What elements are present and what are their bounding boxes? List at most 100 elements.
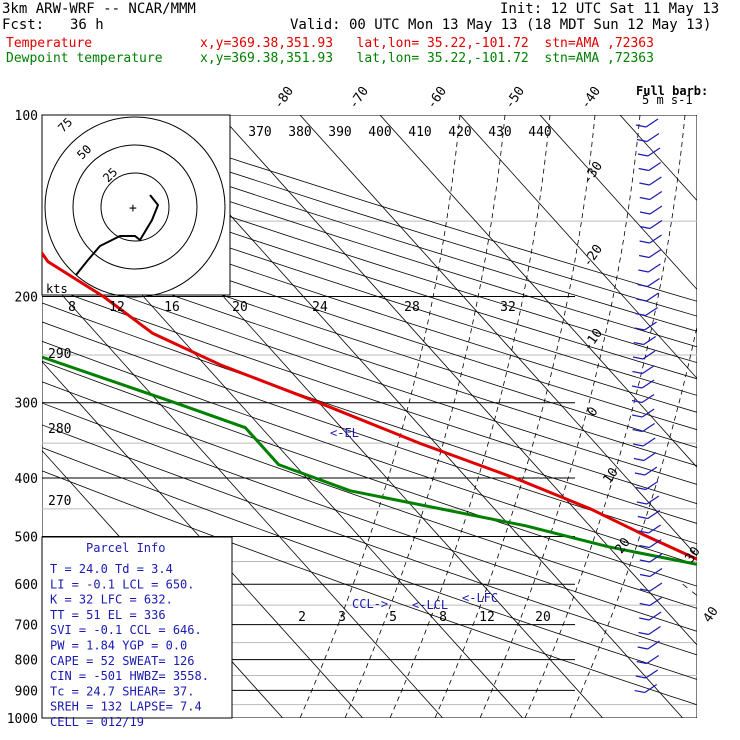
isotherm-line xyxy=(299,115,697,557)
wind-barb xyxy=(631,399,643,404)
mixing-ratio-label: 5 xyxy=(389,610,397,625)
init-time: Init: 12 UTC Sat 11 May 13 xyxy=(500,1,720,17)
wind-barb-flag xyxy=(647,510,661,519)
wind-barb xyxy=(637,283,648,288)
wind-barb xyxy=(631,385,643,389)
wind-barb-flag xyxy=(642,437,656,447)
dry-adiabat xyxy=(42,266,697,485)
parcel-info-row: SVI = -0.1 CCL = 646. xyxy=(50,623,202,637)
pressure-label: 1000 xyxy=(7,712,38,727)
mixing-ratio-label: 3 xyxy=(338,610,346,625)
wind-barb xyxy=(639,225,651,230)
isotherm-label: -30 xyxy=(580,159,606,187)
wind-barb xyxy=(633,341,644,346)
dry-adiabat xyxy=(42,152,697,364)
parcel-info-box: Parcel Info T = 24.0 Td = 3.4LI = -0.1 LC… xyxy=(41,536,233,729)
theta-left-label: 280 xyxy=(48,422,71,437)
parcel-info-row: Tc = 24.7 SHEAR= 37. xyxy=(50,684,195,698)
wind-barb xyxy=(639,211,651,215)
isotherm-line xyxy=(42,361,363,718)
parcel-info-title: Parcel Info xyxy=(86,541,165,555)
dewpoint-line xyxy=(42,355,697,566)
wind-barb-flag xyxy=(641,379,655,389)
dry-adiabat xyxy=(42,248,697,467)
mixing-ratio-line xyxy=(682,583,697,596)
wind-barb-flag xyxy=(641,394,655,403)
ccl-label: CCL-> xyxy=(352,597,388,611)
wind-barb xyxy=(639,559,650,563)
wind-barb-flag xyxy=(642,423,655,432)
wind-barb xyxy=(636,138,648,143)
wind-barb xyxy=(633,443,644,447)
wind-barb xyxy=(635,124,647,128)
mixing-ratio-label: 12 xyxy=(479,610,495,625)
sounding-lines xyxy=(42,250,697,566)
temperature-line xyxy=(42,250,697,561)
dewpoint-legend: Dewpoint temperature xyxy=(6,51,163,66)
isotherm-label: 30 xyxy=(682,544,703,565)
wind-barb xyxy=(634,689,645,694)
hodo-speed-label: 32 xyxy=(500,300,516,315)
hodograph-ring xyxy=(72,144,198,270)
parcel-info-row: CELL = 012/19 xyxy=(50,715,144,729)
isotherm-label: 40 xyxy=(700,604,721,625)
wind-barb-flag xyxy=(642,365,655,374)
wind-barb-flag xyxy=(648,162,662,171)
wind-barb xyxy=(636,298,647,302)
wind-barb xyxy=(638,254,650,259)
wind-barb xyxy=(633,457,645,462)
dry-adiabat xyxy=(42,381,697,609)
pressure-label: 700 xyxy=(15,619,38,634)
wind-barb xyxy=(637,153,649,157)
temperature-legend: Temperature xyxy=(6,36,93,51)
wind-barb-flag xyxy=(648,626,661,635)
parcel-info-row: TT = 51 EL = 336 xyxy=(50,608,166,622)
wind-barb xyxy=(634,327,645,331)
moist-adiabat xyxy=(389,115,551,718)
isotherm-label: -50 xyxy=(502,84,528,112)
wind-barb xyxy=(638,167,649,172)
forecast-hours: 36 h xyxy=(70,17,104,33)
wind-barb xyxy=(639,588,651,592)
parcel-info-row: K = 32 LFC = 632. xyxy=(50,593,173,607)
mixing-ratio-label: 2 xyxy=(298,610,306,625)
pressure-label: 800 xyxy=(15,654,38,669)
hodo-speed-label: 8 xyxy=(68,300,76,315)
dry-adiabat xyxy=(42,302,697,524)
isotherm-line xyxy=(42,272,443,718)
wind-barb xyxy=(635,312,646,317)
parcel-info-row: CAPE = 52 SWEAT= 126 xyxy=(50,654,195,668)
wind-barb-flag xyxy=(646,292,659,302)
wind-barb-flag xyxy=(649,191,663,200)
dewpoint-location: x,y=369.38,351.93 lat,lon= 35.22,-101.72… xyxy=(200,51,654,66)
parcel-info-row: SREH = 132 LAPSE= 7.4 xyxy=(50,700,202,714)
wind-barb xyxy=(639,182,650,186)
theta-label: 380 xyxy=(288,125,311,140)
isotherm-line xyxy=(700,115,740,718)
hodograph-trace xyxy=(75,194,160,276)
dry-adiabat xyxy=(42,424,697,656)
theta-label: 400 xyxy=(368,125,391,140)
mixing-ratio-line xyxy=(723,584,740,718)
wind-barb-flag xyxy=(645,481,659,490)
wind-barb xyxy=(638,530,649,534)
isotherm-label: 10 xyxy=(600,465,621,486)
wind-barbs: Full barb:5 m s-1 xyxy=(631,84,708,694)
moist-adiabat xyxy=(344,115,506,718)
wind-barb-flag xyxy=(647,640,660,650)
isotherm-label: 20 xyxy=(612,535,633,556)
dry-adiabat xyxy=(42,167,697,380)
mixing-ratio-label: 20 xyxy=(535,610,551,625)
wind-barb-flag xyxy=(649,553,663,563)
pressure-label: 200 xyxy=(15,291,38,306)
wind-barb-flag xyxy=(643,336,657,345)
lcl-label: <-LCL xyxy=(412,598,448,612)
moist-adiabat xyxy=(479,115,641,718)
dry-adiabat xyxy=(42,360,697,587)
theta-label: 440 xyxy=(528,125,551,140)
wind-barb xyxy=(637,646,648,650)
lfc-label: <-LFC xyxy=(462,591,498,605)
wind-barb-flag xyxy=(645,669,659,679)
